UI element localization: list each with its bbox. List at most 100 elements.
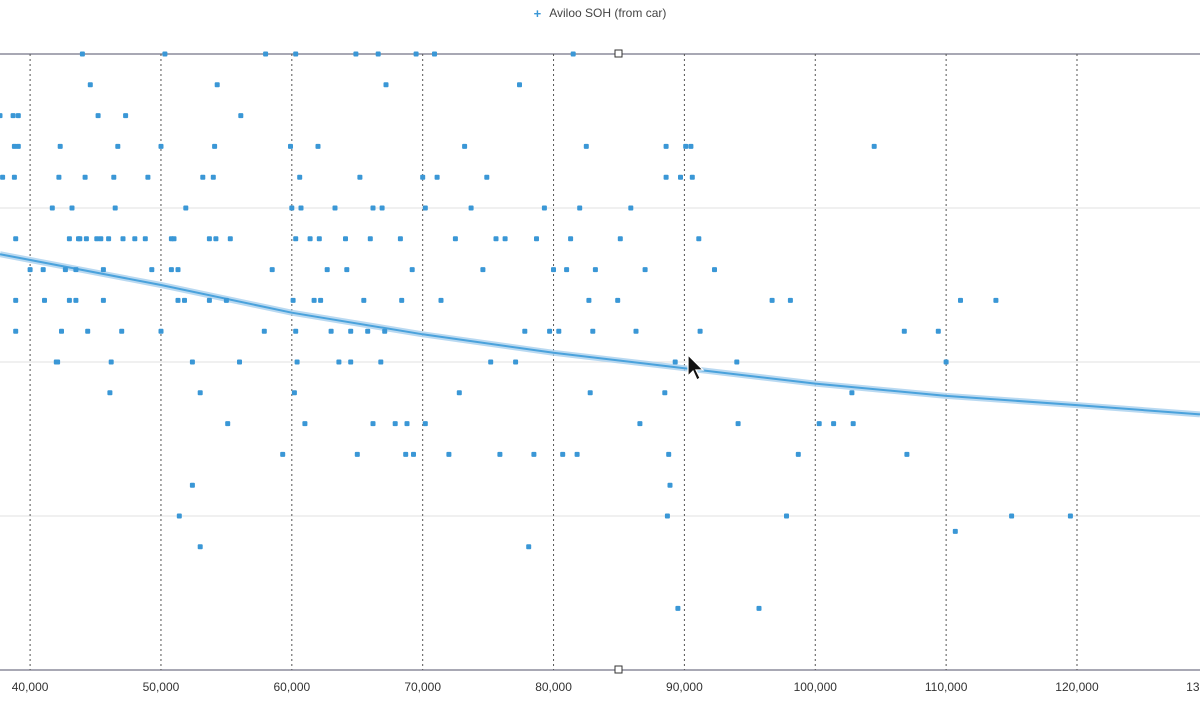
data-point (663, 143, 669, 149)
data-point (587, 390, 593, 396)
data-point (79, 51, 85, 57)
data-point (570, 51, 576, 57)
x-tick-label: 110,000 (925, 680, 968, 694)
data-point (667, 482, 673, 488)
data-point (307, 236, 313, 242)
data-point (94, 236, 100, 242)
data-point (383, 82, 389, 88)
data-point (189, 482, 195, 488)
data-point (664, 513, 670, 519)
data-point (583, 143, 589, 149)
x-tick-label: 100,000 (794, 680, 838, 694)
data-point (263, 51, 269, 57)
data-point (952, 528, 958, 534)
data-point (633, 328, 639, 334)
chart-legend: + Aviloo SOH (from car) (0, 6, 1200, 20)
data-point (87, 82, 93, 88)
data-point (112, 205, 118, 211)
data-point (592, 267, 598, 273)
data-point (935, 328, 941, 334)
data-point (206, 297, 212, 303)
data-point (1067, 513, 1073, 519)
bottom-handle[interactable] (614, 665, 623, 674)
data-point (795, 451, 801, 457)
data-point (62, 267, 68, 273)
data-point (480, 267, 486, 273)
data-point (0, 113, 3, 119)
data-point (59, 328, 64, 334)
data-point (993, 297, 999, 303)
data-point (212, 143, 218, 149)
data-point (57, 143, 63, 149)
data-point (672, 359, 678, 365)
data-point (769, 297, 775, 303)
data-point (49, 205, 55, 211)
data-point (392, 421, 398, 427)
data-point (332, 205, 338, 211)
trend-line-group (0, 251, 1200, 418)
data-point (225, 421, 231, 427)
data-point (666, 451, 672, 457)
data-point (943, 359, 949, 365)
data-point (534, 236, 539, 242)
plus-marker-icon: + (533, 5, 542, 21)
data-point (15, 143, 21, 149)
data-point (784, 513, 789, 519)
data-point (106, 236, 112, 242)
data-point (404, 421, 410, 427)
data-point (291, 390, 297, 396)
data-point (413, 51, 419, 57)
data-point (357, 174, 363, 180)
data-point (66, 297, 72, 303)
data-point (210, 174, 216, 180)
data-point (197, 544, 203, 550)
data-point (438, 297, 444, 303)
data-point (311, 297, 317, 303)
data-point (40, 267, 46, 273)
data-point (108, 359, 114, 365)
data-point (662, 390, 668, 396)
data-point (787, 297, 793, 303)
legend-label: Aviloo SOH (from car) (549, 6, 667, 20)
data-point (13, 328, 19, 334)
data-point (541, 205, 547, 211)
data-point (574, 451, 580, 457)
data-point (69, 205, 75, 211)
data-point (522, 328, 528, 334)
data-point (328, 328, 334, 334)
data-point (642, 267, 648, 273)
data-point (95, 113, 101, 119)
data-point (411, 451, 416, 457)
data-point (420, 174, 426, 180)
data-point (324, 267, 330, 273)
data-point (293, 51, 299, 57)
data-point (206, 236, 212, 242)
data-point (577, 205, 583, 211)
data-point (27, 267, 33, 273)
data-point (294, 359, 300, 365)
data-point (213, 236, 219, 242)
data-point (227, 236, 233, 242)
data-point (434, 174, 440, 180)
data-point (901, 328, 907, 334)
top-handle[interactable] (614, 49, 623, 58)
data-point (344, 267, 350, 273)
data-point (399, 297, 405, 303)
data-point (1009, 513, 1015, 519)
data-point (297, 174, 303, 180)
data-point (379, 205, 385, 211)
data-point (370, 421, 376, 427)
data-point (497, 451, 503, 457)
data-point (564, 267, 570, 273)
data-point (382, 328, 388, 334)
data-point (115, 143, 121, 149)
data-point (293, 328, 299, 334)
data-point (365, 328, 371, 334)
data-point (526, 544, 532, 550)
data-point (697, 328, 703, 334)
data-point (269, 267, 275, 273)
data-point (831, 421, 837, 427)
data-point (82, 174, 88, 180)
data-point (56, 174, 62, 180)
data-point (397, 236, 403, 242)
